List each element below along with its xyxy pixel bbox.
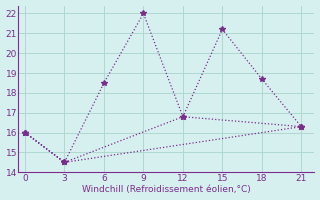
X-axis label: Windchill (Refroidissement éolien,°C): Windchill (Refroidissement éolien,°C): [82, 185, 251, 194]
